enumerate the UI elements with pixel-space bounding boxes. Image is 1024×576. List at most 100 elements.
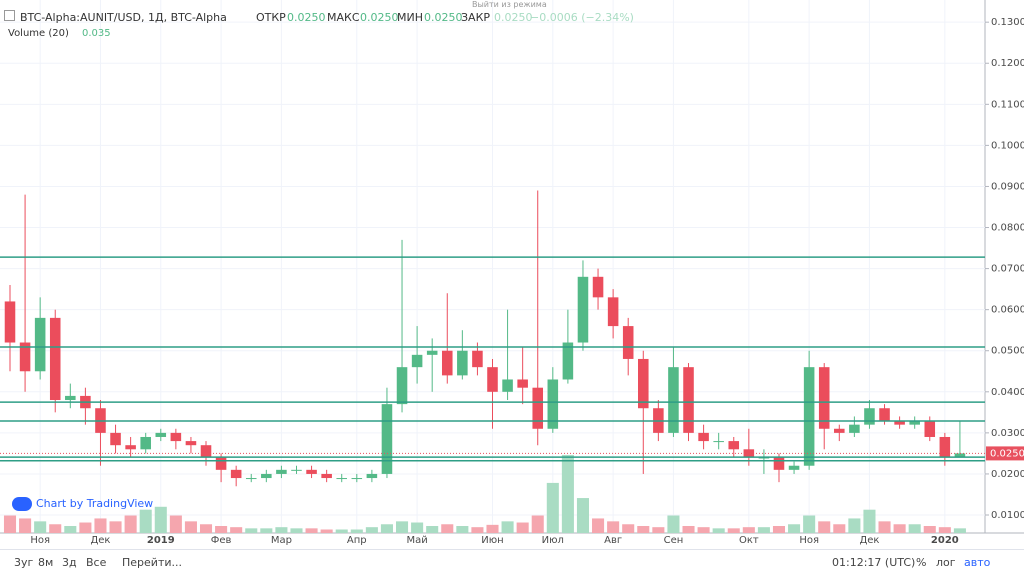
candle-body [351,478,363,480]
volume-bar [531,515,544,533]
volume-bar [848,518,861,533]
candle-body [713,441,724,443]
candle-body [728,441,740,450]
goto-button[interactable]: Перейти... [122,556,182,569]
volume-bar [305,528,318,533]
volume-bar [501,521,514,533]
candle-body [683,367,694,433]
candle-body [19,342,31,372]
candle-body [562,342,574,380]
candle-body [788,465,800,470]
range-button[interactable]: 8м [38,556,54,569]
volume-bar [64,526,77,533]
y-tick-label: 0.0400 [991,387,1024,398]
volume-bar [742,527,755,533]
x-tick-label: Май [406,535,427,546]
volume-bar [592,518,605,533]
y-tick-label: 0.0300 [991,428,1024,439]
x-tick-label: Дек [859,535,879,546]
candle-body [622,326,634,359]
volume-bar [380,524,393,533]
log-toggle[interactable]: лог [936,556,956,569]
candle-body [502,379,513,392]
candle-body [954,453,966,458]
y-tick-label: 0.1200 [991,58,1024,69]
volume-bar [19,518,32,533]
volume-bar [215,526,228,533]
candle-body [291,469,302,471]
volume-bar [667,515,680,533]
candle-body [894,420,905,425]
percent-toggle[interactable]: % [916,556,927,569]
y-tick-label: 0.0600 [991,305,1024,316]
candle-body [185,441,197,446]
candle-body [773,457,785,470]
watermark-logo [12,497,32,511]
candle-body [879,408,890,421]
watermark-text: Chart by TradingView [36,497,154,510]
volume-bar [682,526,695,533]
y-tick-label: 0.0500 [991,346,1024,357]
y-tick-label: 0.1100 [991,99,1024,110]
volume-bar [546,482,559,533]
volume-bar [139,509,152,533]
y-tick-label: 0.0200 [991,469,1024,480]
volume-bar [622,524,635,533]
candle-body [849,424,860,433]
candle-body [366,473,378,479]
volume-bar [154,506,167,533]
candle-body [638,358,649,409]
range-button[interactable]: 3д [62,556,77,569]
candle-body [4,301,16,343]
candle-body [547,379,559,429]
volume-bar [109,521,122,533]
candle-body [864,408,875,425]
volume-bar [230,527,243,533]
candle-body [818,367,830,429]
y-tick-label: 0.0800 [991,223,1024,234]
candle-body [517,379,528,388]
grid [0,0,985,533]
candle-body [200,445,212,458]
candle-body [306,469,317,474]
volume-bar [411,522,424,533]
candle-body [215,457,227,470]
y-tick-label: 0.1000 [991,140,1024,151]
volume-bar [727,528,740,533]
candle-body [834,428,845,433]
last-price-label: 0.0250 [990,448,1024,459]
volume-bar [34,521,47,533]
y-tick-label: 0.1300 [991,17,1024,28]
candle-body [381,404,393,474]
volume-bar [607,521,620,533]
x-tick-label: Окт [739,535,759,546]
volume-bar [712,528,725,533]
x-tick-label: Ноя [799,535,819,546]
x-tick-label: Сен [664,535,684,546]
volume-bar [396,521,409,533]
last-price-box [986,446,1024,461]
candle-body [110,432,121,446]
candle-body [698,432,709,442]
auto-toggle[interactable]: авто [964,556,991,569]
candle-body [170,432,182,442]
x-tick-label: 2020 [931,535,959,546]
x-tick-label: Апр [347,535,367,546]
candle-body [441,350,453,376]
x-tick-label: Фев [211,535,232,546]
volume-bar [441,524,454,533]
x-tick-label: Ноя [30,535,50,546]
x-tick-label: Июн [481,535,503,546]
bottom-toolbar: 3уг 8м 3д Все Перейти... 01:12:17 (UTC) … [0,549,1024,576]
volume-bar [49,524,62,533]
volume-bar [561,454,574,533]
watermark[interactable]: Chart by TradingView [12,497,153,511]
volume-bar [426,526,439,533]
candle-body [426,350,438,355]
volume-bar [456,526,469,533]
volume-bar [803,515,816,533]
range-button[interactable]: 3уг [14,556,34,569]
range-button[interactable]: Все [86,556,107,569]
volume-bar [260,528,273,533]
candle-body [607,297,619,327]
